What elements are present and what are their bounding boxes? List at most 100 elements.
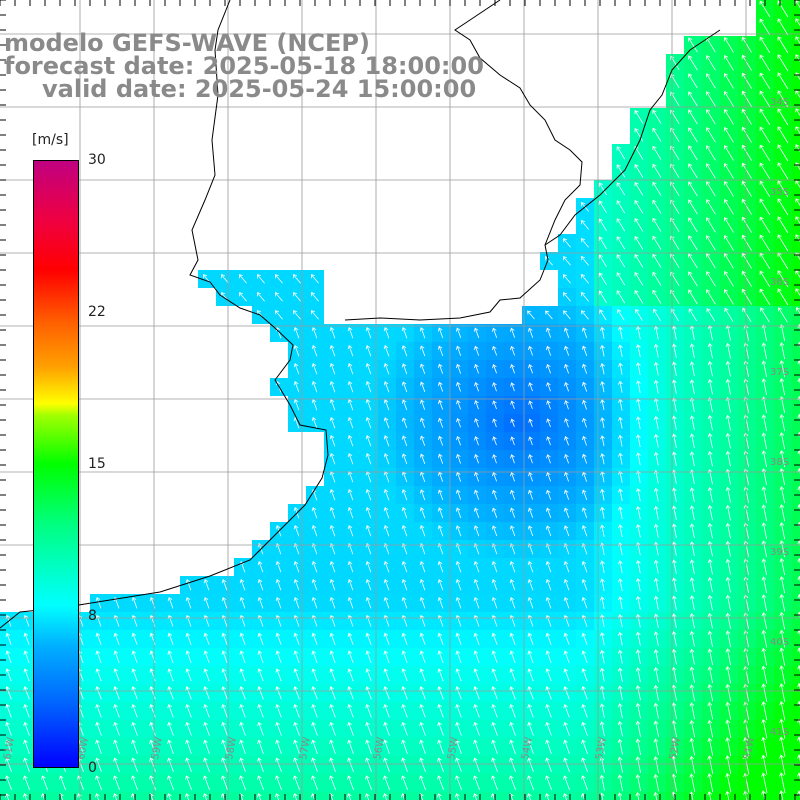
- wind-arrow: [419, 453, 426, 464]
- wind-arrow: [707, 505, 713, 521]
- wind-arrow: [777, 90, 789, 108]
- wind-arrow: [634, 272, 644, 286]
- wind-arrow: [329, 596, 336, 609]
- wind-cell: [630, 792, 648, 800]
- wind-arrow: [473, 579, 480, 591]
- wind-arrow: [527, 579, 534, 591]
- wind-arrow: [671, 505, 677, 520]
- wind-arrow: [723, 216, 734, 233]
- wind-arrow: [5, 739, 12, 754]
- wind-arrow: [795, 108, 800, 117]
- wind-arrow: [652, 235, 662, 250]
- wind-arrow: [437, 721, 444, 736]
- wind-arrow: [761, 719, 768, 739]
- wind-arrow: [383, 399, 390, 411]
- longitude-label: 57W: [298, 736, 313, 760]
- wind-arrow: [239, 650, 246, 664]
- wind-arrow: [257, 632, 264, 645]
- wind-arrow: [455, 596, 462, 609]
- wind-arrow: [741, 36, 752, 53]
- wind-arrow: [185, 739, 192, 754]
- wind-arrow: [562, 256, 571, 266]
- wind-arrow: [618, 470, 623, 483]
- wind-arrow: [275, 632, 282, 645]
- wind-arrow: [600, 578, 605, 591]
- wind-arrow: [707, 451, 713, 467]
- wind-arrow: [706, 73, 716, 89]
- wind-arrow: [329, 381, 336, 393]
- wind-arrow: [545, 596, 552, 609]
- wind-arrow: [671, 648, 677, 665]
- wind-arrow: [455, 525, 462, 537]
- wind-arrow: [401, 579, 408, 591]
- wind-arrow: [456, 381, 461, 392]
- wind-arrow: [689, 666, 695, 683]
- wind-arrow: [491, 525, 498, 537]
- wind-arrow: [185, 775, 192, 791]
- wind-cell: [792, 252, 800, 270]
- wind-arrow: [581, 668, 588, 682]
- wind-arrow: [706, 217, 716, 233]
- wind-cell: [594, 792, 612, 800]
- wind-arrow: [292, 310, 301, 320]
- wind-arrow: [383, 453, 390, 465]
- wind-arrow: [509, 739, 516, 754]
- wind-arrow: [293, 561, 300, 573]
- wind-arrow: [741, 108, 752, 125]
- wind-arrow: [113, 739, 120, 754]
- wind-arrow: [437, 650, 444, 664]
- wind-arrow: [419, 363, 426, 375]
- wind-arrow: [311, 417, 318, 429]
- wind-arrow: [546, 471, 551, 482]
- wind-arrow: [635, 488, 641, 502]
- wind-arrow: [491, 668, 498, 682]
- wind-arrow: [401, 327, 408, 339]
- wind-arrow: [795, 0, 800, 9]
- wind-arrow: [600, 326, 605, 339]
- wind-arrow: [545, 327, 552, 338]
- wind-arrow: [777, 270, 789, 288]
- wind-arrow: [401, 596, 408, 609]
- wind-arrow: [725, 450, 731, 467]
- wind-arrow: [779, 360, 786, 378]
- wind-arrow: [185, 668, 192, 682]
- wind-arrow: [759, 18, 771, 36]
- wind-arrow: [759, 0, 771, 18]
- wind-arrow: [23, 650, 30, 664]
- wind-arrow: [23, 793, 28, 800]
- wind-arrow: [419, 399, 426, 410]
- wind-arrow: [725, 432, 731, 449]
- wind-arrow: [491, 739, 498, 754]
- wind-arrow: [545, 703, 552, 718]
- wind-arrow: [689, 433, 695, 449]
- wind-arrow: [456, 363, 462, 374]
- wind-arrow: [491, 775, 498, 791]
- wind-arrow: [113, 775, 120, 791]
- wind-arrow: [473, 668, 480, 682]
- wind-arrow: [723, 234, 734, 251]
- wind-arrow: [725, 737, 732, 757]
- wind-arrow: [653, 577, 659, 592]
- wind-arrow: [456, 453, 461, 464]
- wind-arrow: [688, 73, 698, 89]
- wind-arrow: [599, 614, 605, 628]
- wind-arrow: [795, 180, 800, 189]
- wind-arrow: [652, 308, 661, 321]
- wind-arrow: [671, 684, 677, 701]
- wind-arrow: [725, 360, 731, 377]
- wind-arrow: [438, 453, 444, 464]
- wind-arrow: [473, 596, 480, 609]
- wind-arrow: [419, 668, 426, 682]
- wind-arrow: [203, 668, 210, 682]
- wind-arrow: [401, 525, 408, 537]
- wind-arrow: [581, 363, 588, 374]
- wind-arrow: [5, 650, 12, 664]
- wind-arrow: [759, 216, 771, 234]
- wind-arrow: [510, 418, 515, 427]
- wind-arrow: [725, 414, 731, 431]
- wind-arrow: [383, 363, 390, 375]
- wind-arrow: [131, 721, 138, 736]
- wind-arrow: [562, 274, 571, 284]
- wind-arrow: [383, 721, 390, 736]
- wind-arrow: [401, 703, 408, 718]
